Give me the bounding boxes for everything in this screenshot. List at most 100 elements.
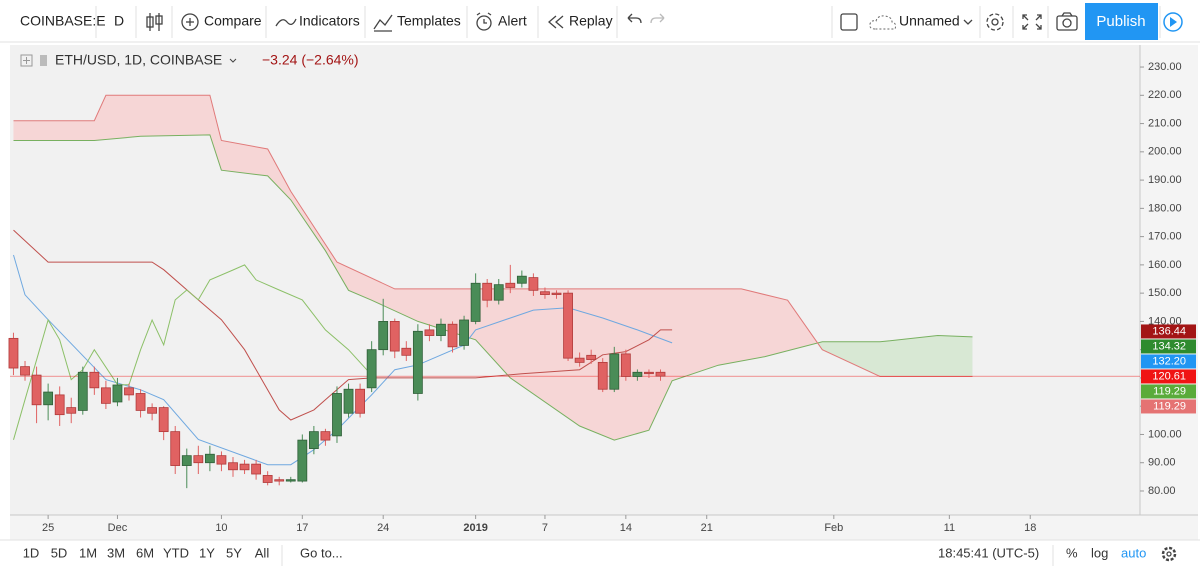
price-tag-label: 119.29: [1153, 400, 1186, 412]
axis-settings[interactable]: [1161, 546, 1177, 562]
legend-collapse[interactable]: [20, 54, 33, 67]
candle-body: [193, 455, 204, 464]
undo[interactable]: [627, 13, 642, 24]
candle-body: [297, 439, 308, 482]
y-tick-label: 100.00: [1148, 428, 1182, 440]
layout-menu[interactable]: [963, 19, 973, 25]
redo[interactable]: [650, 13, 665, 24]
interval[interactable]: D: [114, 13, 124, 29]
price-tag: [1141, 399, 1196, 414]
candle-body: [366, 349, 377, 389]
x-tick-label: 25: [42, 522, 54, 534]
fullscreen[interactable]: [1022, 14, 1042, 30]
price-tag-label: 132.20: [1152, 355, 1186, 367]
candle-body: [31, 374, 42, 406]
cloud-icon[interactable]: [869, 15, 897, 30]
y-tick-label: 160.00: [1148, 259, 1182, 271]
price-tag: [1141, 324, 1196, 339]
range-button[interactable]: 5Y: [226, 545, 242, 560]
candle-body: [516, 275, 527, 284]
log-toggle[interactable]: log: [1091, 545, 1108, 560]
candle-body: [632, 371, 643, 377]
x-tick-label: 7: [542, 522, 548, 534]
candle-body: [228, 462, 238, 471]
range-button[interactable]: 6M: [136, 545, 154, 560]
publish-button[interactable]: [1085, 3, 1158, 40]
snapshot[interactable]: [1056, 12, 1078, 31]
settings[interactable]: [986, 13, 1004, 31]
auto-toggle[interactable]: auto: [1121, 545, 1146, 560]
candle-body: [100, 387, 111, 404]
clock: 18:45:41 (UTC-5): [938, 545, 1039, 560]
replay[interactable]: Replay: [569, 13, 613, 29]
compare-icon[interactable]: [181, 13, 199, 31]
stream-button[interactable]: [1163, 12, 1183, 32]
symbol[interactable]: COINBASE:E: [20, 13, 106, 29]
alert-icon[interactable]: [476, 12, 492, 31]
x-tick-label: 2019: [463, 522, 487, 534]
cloud-span-a: [13, 134, 973, 441]
candle-body: [563, 292, 573, 359]
y-tick-label: 200.00: [1148, 146, 1182, 158]
range-button[interactable]: All: [255, 545, 270, 560]
price-tag: [1141, 384, 1196, 399]
candle-body: [424, 329, 435, 336]
templates-icon[interactable]: [373, 14, 393, 32]
x-tick-label: 17: [296, 522, 308, 534]
checkbox[interactable]: [840, 13, 858, 31]
candle-body: [8, 337, 19, 369]
layout-name[interactable]: Unnamed: [899, 13, 960, 29]
range-button[interactable]: 1M: [79, 545, 97, 560]
toolbar: COINBASE:E D Compare Indicators Template…: [0, 3, 1200, 43]
range-button[interactable]: 1Y: [199, 545, 215, 560]
x-tick-label: 10: [215, 522, 227, 534]
percent-toggle[interactable]: %: [1066, 545, 1078, 560]
templates[interactable]: Templates: [397, 13, 461, 29]
replay-icon[interactable]: [548, 15, 564, 29]
compare[interactable]: Compare: [204, 13, 262, 29]
range-button[interactable]: 1D: [23, 545, 40, 560]
price-tag-label: 136.44: [1152, 325, 1186, 337]
candle-body: [124, 387, 134, 396]
y-tick-label: 180.00: [1148, 202, 1182, 214]
publish[interactable]: Publish: [1096, 13, 1145, 30]
price-tag-label: 120.61: [1152, 370, 1186, 382]
candle-body: [482, 282, 493, 301]
x-tick-label: 11: [944, 522, 955, 534]
legend-menu[interactable]: [229, 58, 237, 63]
chart-style-icon[interactable]: [146, 13, 163, 31]
indicators-icon[interactable]: [275, 18, 297, 27]
x-tick-label: Dec: [108, 522, 128, 534]
cloud-span-b: [13, 94, 973, 377]
price-tag: [1141, 339, 1196, 354]
go-to[interactable]: Go to...: [300, 545, 343, 560]
stream-icon: [1170, 17, 1177, 27]
legend-collapse-icon: [23, 57, 30, 64]
legend: ETH/USD, 1D, COINBASE −3.24 (−2.64%): [20, 52, 359, 68]
range-button[interactable]: 5D: [51, 545, 68, 560]
candle-body: [493, 284, 504, 301]
candle-body: [505, 282, 516, 288]
y-tick-label: 80.00: [1148, 485, 1176, 497]
candle-body: [459, 319, 469, 346]
candle-body: [597, 361, 608, 390]
y-tick-label: 210.00: [1148, 117, 1182, 129]
candle-body: [135, 393, 146, 411]
time-axis: [10, 515, 1198, 540]
candle-body: [620, 353, 631, 377]
candle-body: [320, 431, 331, 441]
x-tick-label: Feb: [824, 522, 843, 534]
candle-body: [378, 321, 389, 351]
range-button[interactable]: YTD: [163, 545, 189, 560]
range-button[interactable]: 3M: [107, 545, 125, 560]
candle-body: [389, 321, 400, 352]
candle-body: [412, 330, 423, 394]
y-tick-label: 170.00: [1148, 231, 1182, 243]
indicators[interactable]: Indicators: [299, 13, 360, 29]
symbol-title[interactable]: ETH/USD, 1D, COINBASE: [55, 52, 222, 68]
candle-body: [470, 282, 481, 322]
candle-body: [239, 463, 250, 471]
alert[interactable]: Alert: [498, 13, 527, 29]
price-tag: [1141, 369, 1196, 384]
